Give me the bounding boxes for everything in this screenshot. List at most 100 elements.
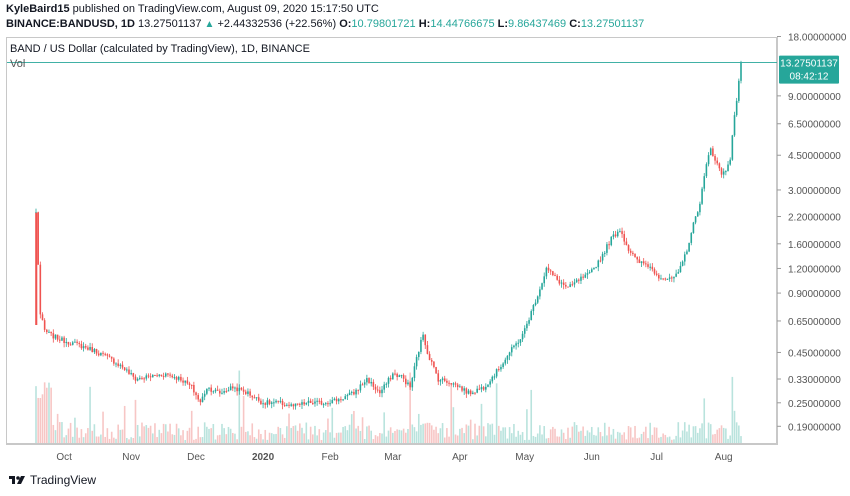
candle-body	[558, 279, 561, 284]
candle-body	[452, 383, 455, 385]
volume-bar	[467, 425, 470, 443]
candle-body	[725, 171, 727, 173]
volume-bar	[545, 438, 548, 443]
candle-body	[430, 360, 433, 362]
candle-body	[696, 212, 699, 217]
candle-body	[428, 353, 431, 361]
candle-body	[612, 234, 615, 237]
candle-body	[262, 403, 264, 405]
candle-body	[171, 375, 174, 378]
candle-body	[521, 333, 524, 340]
candle-body	[366, 378, 368, 383]
candle-body	[461, 386, 463, 391]
candle-body	[446, 380, 448, 383]
volume-bar	[286, 426, 288, 443]
brand-footer[interactable]: TradingView	[8, 473, 96, 487]
volume-bar	[547, 437, 550, 443]
y-tick-label: 1.20000000	[788, 264, 841, 275]
candle-body	[225, 391, 228, 393]
candle-body	[104, 353, 107, 355]
x-tick-label: Nov	[122, 452, 140, 463]
candle-body	[307, 400, 310, 403]
volume-bar	[162, 423, 165, 443]
volume-bar	[558, 436, 561, 443]
volume-bar	[69, 422, 72, 443]
x-tick-label: Feb	[321, 452, 339, 463]
candle-body	[456, 384, 459, 388]
y-tick-label: 0.65000000	[788, 317, 841, 328]
volume-bar	[128, 439, 130, 443]
volume-bar	[158, 429, 161, 443]
candle-body	[203, 393, 206, 397]
candle-body	[46, 329, 48, 333]
volume-bar	[353, 410, 355, 443]
volume-bar	[655, 427, 658, 443]
candle-body	[740, 62, 742, 81]
volume-bar	[716, 429, 719, 443]
volume-bar	[506, 438, 509, 443]
x-tick-label: Aug	[715, 452, 733, 463]
y-tick-label: 1.60000000	[788, 240, 841, 251]
candle-body	[554, 275, 556, 277]
volume-bar	[180, 435, 182, 443]
candle-body	[184, 380, 187, 383]
candle-body	[240, 387, 243, 390]
candle-body	[173, 377, 176, 379]
candle-body	[93, 349, 96, 353]
volume-bar	[634, 425, 636, 443]
candle-body	[108, 355, 111, 357]
volume-bar	[573, 422, 576, 443]
bar-countdown-label: 08:42:12	[790, 72, 829, 83]
candle-body	[699, 203, 701, 213]
low-value: 9.86437469	[508, 18, 567, 30]
candle-body	[119, 364, 122, 366]
volume-bar	[337, 432, 340, 443]
volume-bar	[575, 425, 578, 443]
volume-bar	[647, 438, 649, 443]
volume-bar	[277, 426, 280, 443]
volume-bar	[485, 436, 487, 443]
volume-bar	[363, 439, 366, 443]
candle-body	[193, 384, 195, 393]
volume-bar	[63, 437, 65, 443]
volume-bar	[61, 422, 63, 443]
volume-bar	[409, 372, 411, 443]
candle-body	[78, 342, 81, 344]
volume-bar	[324, 430, 327, 443]
x-tick-label: May	[515, 452, 534, 463]
chart-pane[interactable]	[6, 37, 777, 444]
author-name[interactable]: KyleBaird15	[6, 3, 70, 15]
volume-bar	[426, 422, 429, 443]
candle-body	[402, 375, 405, 379]
candle-body	[560, 282, 563, 284]
volume-bar	[219, 434, 221, 443]
candle-body	[519, 339, 522, 343]
candle-body	[545, 267, 548, 277]
volume-bar	[530, 389, 533, 443]
candle-body	[333, 398, 336, 401]
candle-body	[640, 261, 643, 263]
candle-body	[435, 367, 437, 374]
volume-bar	[255, 438, 258, 443]
volume-bar	[225, 434, 228, 443]
candle-body	[500, 366, 502, 370]
volume-bar	[247, 431, 249, 443]
candle-body	[102, 352, 104, 354]
volume-bar	[350, 414, 353, 443]
volume-bar	[134, 399, 137, 443]
candle-body	[489, 381, 491, 385]
candle-body	[658, 274, 660, 279]
volume-bar	[48, 382, 50, 443]
volume-bar	[67, 428, 70, 443]
volume-bar	[316, 435, 318, 443]
volume-bar	[396, 429, 398, 443]
candle-body	[219, 390, 221, 394]
y-tick-label: 3.00000000	[788, 186, 841, 197]
candle-body	[392, 373, 394, 380]
volume-bar	[629, 427, 632, 443]
volume-bar	[156, 437, 158, 443]
volume-bar	[666, 437, 669, 443]
volume-bar	[193, 439, 195, 443]
volume-bar	[279, 428, 282, 443]
